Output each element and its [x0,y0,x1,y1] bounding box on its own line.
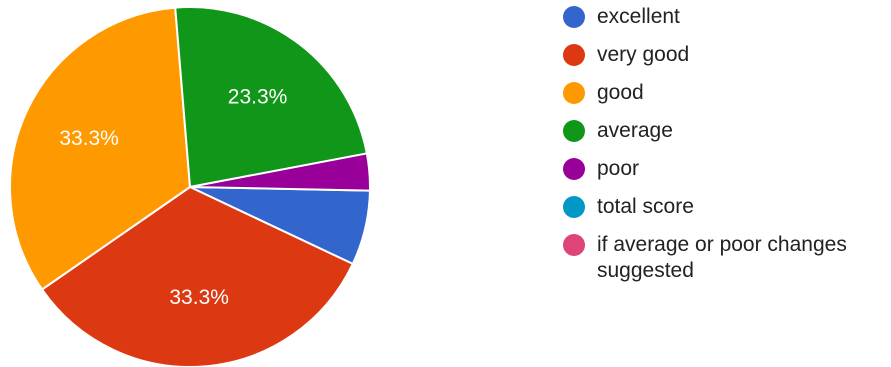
legend-item[interactable]: good [563,80,888,106]
pie-slice-very-good[interactable] [40,185,355,367]
legend-label: poor [597,157,640,180]
legend-label: total score [597,195,694,218]
legend-label: excellent [597,5,680,28]
chart-legend: excellent very good good average poor total s… [563,4,888,296]
pie-slice-labels: 33.3% 33.3% 23.3% [59,86,287,309]
pie-slice-label: 33.3% [59,127,119,150]
legend-swatch [563,158,585,180]
pie-slice-label: 23.3% [228,86,288,109]
pie-slice-label: 33.3% [169,286,229,309]
pie-slice-average[interactable] [174,6,369,189]
legend-item[interactable]: poor [563,156,888,182]
pie-chart: 33.3% 33.3% 23.3% [9,6,371,367]
legend-item[interactable]: total score [563,194,888,220]
legend-item[interactable]: if average or poor changes suggested [563,232,888,284]
pie-slice-poor[interactable] [189,152,371,192]
legend-label: good [597,81,644,104]
pie-slices [9,6,371,367]
legend-item[interactable]: excellent [563,4,888,30]
legend-label: very good [597,43,690,66]
legend-swatch [563,44,585,66]
legend-swatch [563,82,585,104]
pie-slice-good[interactable] [9,6,192,291]
legend-swatch [563,6,585,28]
legend-item[interactable]: average [563,118,888,144]
legend-swatch [563,196,585,218]
legend-swatch [563,120,585,142]
legend-swatch [563,234,585,256]
legend-label: average [597,119,673,142]
legend-label: if average or poor changes suggested [597,233,847,282]
legend-item[interactable]: very good [563,42,888,68]
